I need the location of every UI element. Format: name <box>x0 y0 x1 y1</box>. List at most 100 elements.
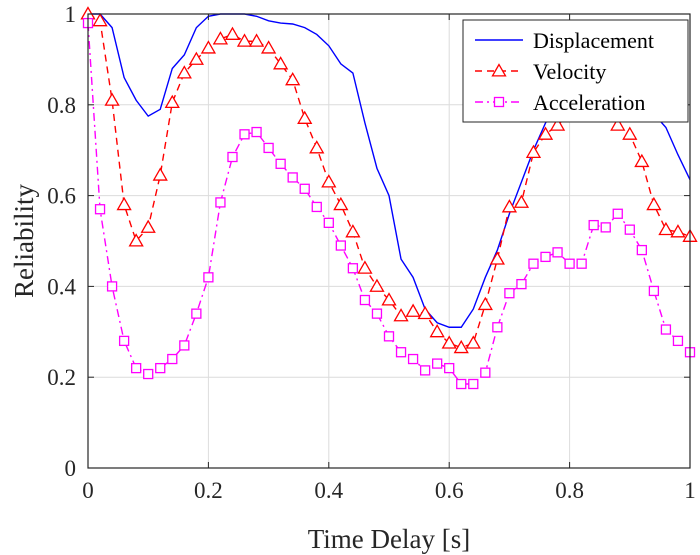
data-point-velocity <box>393 308 409 322</box>
data-point-velocity <box>236 33 253 47</box>
tick-labels: 0 0.2 0.4 0.6 0.8 1 0 0.2 0.4 0.6 0.8 1 <box>47 2 696 503</box>
data-point-velocity <box>309 140 325 154</box>
data-point-acceleration <box>191 308 202 319</box>
data-point-velocity <box>345 224 361 238</box>
y-tick-label: 1 <box>65 2 77 27</box>
data-point-acceleration <box>106 281 118 292</box>
legend-label: Acceleration <box>533 90 645 115</box>
legend-label: Velocity <box>533 59 606 84</box>
data-point-acceleration <box>118 335 130 347</box>
data-point-acceleration <box>564 258 575 269</box>
data-point-acceleration <box>275 158 286 169</box>
data-point-velocity <box>610 117 626 131</box>
data-point-acceleration <box>299 183 310 194</box>
data-point-velocity <box>381 292 397 306</box>
data-point-velocity <box>285 72 301 86</box>
x-tick-label: 0.4 <box>314 478 343 503</box>
data-point-acceleration <box>612 208 623 219</box>
data-point-velocity <box>273 56 289 70</box>
data-point-acceleration <box>407 353 419 365</box>
data-point-acceleration <box>215 197 226 208</box>
data-point-acceleration <box>383 331 395 342</box>
data-point-velocity <box>453 339 469 354</box>
legend-marker-sample <box>493 96 505 108</box>
data-point-acceleration <box>94 204 106 215</box>
data-point-acceleration <box>371 308 383 319</box>
x-axis-title: Time Delay [s] <box>308 524 471 554</box>
data-point-acceleration <box>660 324 672 335</box>
x-tick-label: 1 <box>684 478 696 503</box>
data-point-acceleration <box>395 347 407 358</box>
data-point-acceleration <box>419 365 431 376</box>
data-point-velocity <box>525 144 542 158</box>
data-point-velocity <box>465 335 481 349</box>
data-point-velocity <box>260 40 277 54</box>
data-point-velocity <box>152 167 168 181</box>
data-point-acceleration <box>227 151 238 163</box>
data-point-acceleration <box>335 240 346 251</box>
data-point-acceleration <box>672 335 684 347</box>
series-acceleration <box>82 17 696 390</box>
data-point-velocity <box>140 219 156 233</box>
data-point-acceleration <box>552 247 563 258</box>
data-point-acceleration <box>432 358 443 369</box>
y-tick-label: 0.6 <box>47 184 76 209</box>
data-point-acceleration <box>528 258 539 269</box>
x-tick-label: 0.2 <box>194 478 223 503</box>
data-point-velocity <box>333 196 349 211</box>
data-point-velocity <box>417 305 433 320</box>
data-point-velocity <box>188 51 204 65</box>
data-point-velocity <box>513 194 530 208</box>
data-point-acceleration <box>468 378 479 390</box>
y-tick-label: 0.8 <box>47 93 76 118</box>
data-point-velocity <box>441 335 457 349</box>
data-point-velocity <box>537 126 554 140</box>
data-point-velocity <box>297 110 313 124</box>
data-point-acceleration <box>540 251 551 263</box>
legend-item-velocity: Velocity <box>475 59 606 84</box>
y-tick-label: 0.4 <box>47 274 76 299</box>
legend-item-acceleration: Acceleration <box>475 90 645 115</box>
x-tick-label: 0.8 <box>555 478 584 503</box>
data-point-velocity <box>116 196 132 211</box>
data-point-acceleration <box>359 294 371 306</box>
data-point-velocity <box>477 296 493 311</box>
data-point-velocity <box>670 224 686 238</box>
data-point-acceleration <box>492 322 503 333</box>
legend-label: Displacement <box>533 28 654 53</box>
data-point-acceleration <box>588 219 599 231</box>
data-point-acceleration <box>648 285 660 297</box>
data-point-acceleration <box>287 172 298 183</box>
data-point-velocity <box>128 233 144 247</box>
data-point-acceleration <box>576 258 587 269</box>
data-point-velocity <box>501 199 518 213</box>
data-point-acceleration <box>516 278 527 290</box>
data-point-velocity <box>357 260 373 274</box>
data-point-acceleration <box>444 362 455 374</box>
data-point-velocity <box>429 323 445 338</box>
data-point-acceleration <box>323 217 334 228</box>
data-point-velocity <box>489 251 505 265</box>
data-point-acceleration <box>131 362 142 374</box>
legend-item-displacement: Displacement <box>475 28 654 53</box>
y-tick-label: 0 <box>65 456 77 481</box>
data-point-acceleration <box>636 244 647 256</box>
y-axis-title: Reliability <box>9 184 39 298</box>
data-point-acceleration <box>167 353 178 365</box>
data-point-velocity <box>248 33 265 47</box>
y-tick-label: 0.2 <box>47 365 76 390</box>
data-point-acceleration <box>456 378 467 390</box>
data-point-velocity <box>164 94 180 109</box>
data-point-acceleration <box>600 222 611 233</box>
data-point-velocity <box>634 153 650 168</box>
data-point-acceleration <box>239 129 250 140</box>
data-point-acceleration <box>155 362 166 374</box>
data-point-acceleration <box>251 126 262 138</box>
data-point-acceleration <box>347 263 359 274</box>
data-point-velocity <box>200 40 217 54</box>
data-point-acceleration <box>203 272 214 283</box>
x-tick-label: 0 <box>82 478 94 503</box>
legend-marker-sample <box>491 63 507 77</box>
legend: Displacement Velocity Acceleration <box>462 19 689 123</box>
